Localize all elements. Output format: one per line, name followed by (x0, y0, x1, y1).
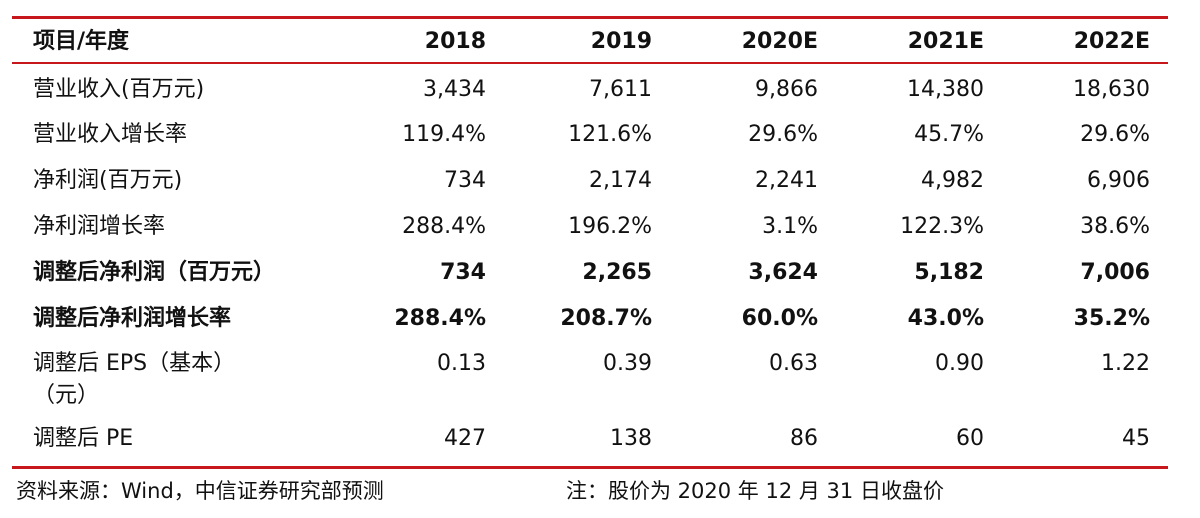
row-label: 调整后 EPS（基本） (33, 351, 236, 376)
row-value: 4,982 (921, 168, 984, 193)
row-label: 调整后 PE (33, 426, 134, 451)
header-year: 2019 (590, 29, 652, 54)
row-value: 208.7% (560, 306, 652, 331)
row-value: 119.4% (402, 122, 486, 147)
row-value: 7,611 (589, 77, 652, 102)
row-value: 60.0% (741, 306, 818, 331)
row-value: 45 (1122, 426, 1150, 451)
row-value: 35.2% (1073, 306, 1150, 331)
row-value: 29.6% (748, 122, 818, 147)
row-label: 营业收入增长率 (33, 122, 188, 147)
row-value: 60 (956, 426, 984, 451)
row-value: 734 (440, 260, 486, 285)
row-value: 6,906 (1087, 168, 1150, 193)
row-value: 38.6% (1080, 214, 1150, 239)
row-value: 2,241 (755, 168, 818, 193)
top-rule (12, 16, 1168, 19)
row-value: 3.1% (762, 214, 818, 239)
row-label-continued: （元） (33, 383, 100, 408)
row-value: 0.39 (603, 351, 652, 376)
row-value: 138 (610, 426, 652, 451)
row-label: 调整后净利润（百万元） (33, 260, 276, 285)
row-value: 1.22 (1101, 351, 1150, 376)
row-label: 调整后净利润增长率 (33, 306, 232, 331)
row-value: 5,182 (914, 260, 984, 285)
header-year: 2021E (907, 29, 984, 54)
price-note: 注：股价为 2020 年 12 月 31 日收盘价 (566, 479, 944, 503)
row-value: 18,630 (1073, 77, 1150, 102)
row-value: 2,265 (582, 260, 652, 285)
row-value: 2,174 (589, 168, 652, 193)
header-label: 项目/年度 (33, 29, 130, 54)
row-value: 427 (444, 426, 486, 451)
row-value: 0.90 (935, 351, 984, 376)
row-value: 288.4% (402, 214, 486, 239)
header-year: 2022E (1073, 29, 1150, 54)
row-label: 净利润增长率 (33, 214, 166, 239)
row-label: 营业收入(百万元) (33, 77, 205, 102)
row-value: 43.0% (907, 306, 984, 331)
row-value: 29.6% (1080, 122, 1150, 147)
header-rule (12, 62, 1168, 64)
row-value: 7,006 (1080, 260, 1150, 285)
row-value: 122.3% (900, 214, 984, 239)
row-value: 14,380 (907, 77, 984, 102)
data-source-note: 资料来源：Wind，中信证券研究部预测 (16, 479, 384, 503)
bottom-rule (12, 466, 1168, 469)
row-value: 45.7% (914, 122, 984, 147)
row-value: 86 (790, 426, 818, 451)
row-label: 净利润(百万元) (33, 168, 183, 193)
row-value: 288.4% (394, 306, 486, 331)
row-value: 9,866 (755, 77, 818, 102)
row-value: 734 (444, 168, 486, 193)
row-value: 3,624 (748, 260, 818, 285)
row-value: 3,434 (423, 77, 486, 102)
row-value: 121.6% (568, 122, 652, 147)
row-value: 0.63 (769, 351, 818, 376)
header-year: 2018 (424, 29, 486, 54)
header-year: 2020E (741, 29, 818, 54)
row-value: 0.13 (437, 351, 486, 376)
row-value: 196.2% (568, 214, 652, 239)
